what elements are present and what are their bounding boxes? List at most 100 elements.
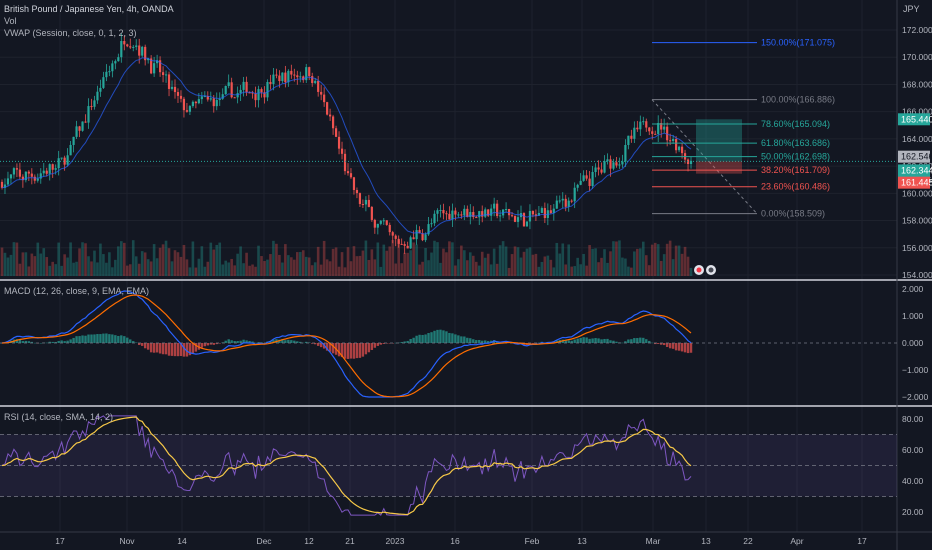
macd-histogram-bar [242,339,245,343]
volume-bar [376,242,380,276]
volume-bar [158,247,162,276]
volume-bar [644,255,648,276]
symbol-title[interactable]: British Pound / Japanese Yen, 4h, OANDA [4,4,174,14]
candle-body [260,89,263,93]
macd-histogram-bar [179,343,183,357]
macd-histogram-bar [433,330,436,343]
candle-body [540,208,543,213]
macd-histogram-bar [200,343,204,348]
candle-body [680,146,684,154]
candle-body [597,167,600,170]
candle-body [654,133,657,135]
macd-histogram-bar [254,342,257,344]
candle-body [158,60,162,73]
macd-histogram-bar [683,343,687,353]
price-badge-label: 162.546 [901,152,932,162]
candle-body [403,244,406,246]
candle-body [460,214,463,216]
volume-bar [495,263,499,276]
macd-histogram-bar [585,337,588,343]
macd-axis[interactable]: 2.000 1.000 0.000 −1.000 −2.000 [902,284,929,402]
macd-histogram-bar [51,341,54,343]
candle-body [331,116,335,129]
candle-body [385,220,388,225]
volume-bar [480,251,484,276]
macd-histogram-bar [481,340,484,343]
macd-histogram-bar [415,335,418,343]
candle-body [340,148,344,154]
candle-body [263,92,266,98]
macd-legend[interactable]: MACD (12, 26, close, 9, EMA, EMA) [4,286,149,296]
volume-bar [293,259,296,276]
volume-bar [519,257,523,276]
volume-bar [72,262,75,276]
macd-histogram-bar [302,342,305,344]
volume-bar [433,240,436,276]
candle-body [320,91,323,95]
macd-histogram-bar [185,343,189,357]
candle-body [364,199,367,205]
time-tick-label: Dec [256,536,272,546]
candle-body [600,169,603,173]
volume-bar [641,241,645,276]
volume-bar [96,262,99,276]
event-markers[interactable] [694,265,716,275]
volume-bar [125,265,129,276]
volume-bar [570,266,574,276]
time-tick-label: 13 [701,536,711,546]
rsi-legend[interactable]: RSI (14, close, SMA, 14, 2) [4,412,113,422]
candle-body [197,99,200,104]
candle-body [618,164,621,166]
volume-bar [355,256,359,276]
candle-body [564,198,567,207]
volume-bar [287,255,290,276]
volume-bar [331,248,335,276]
volume-bar [647,265,651,276]
candle-body [686,159,690,165]
candle-body [343,153,347,172]
candle-body [651,131,654,134]
macd-histogram-bar [173,343,177,357]
macd-tick-label: −2.000 [902,392,929,402]
candle-body [138,45,141,56]
long-position-tool[interactable] [696,119,742,174]
rsi-tick-label: 20.00 [902,507,924,517]
candle-body [382,220,385,222]
macd-histogram-bar [108,334,111,343]
macd-histogram-bar [337,343,341,357]
candle-body [87,106,90,123]
time-tick-label: 13 [577,536,587,546]
time-axis[interactable]: 17 Nov 14 Dec 12 21 2023 16 Feb 13 Mar 13 22 Apr 17 [55,536,867,546]
volume-legend[interactable]: Vol [4,16,17,26]
candle-body [424,234,427,241]
volume-bar [656,244,660,276]
volume-bar [561,243,565,276]
candle-body [245,81,248,93]
macd-histogram-bar [191,343,195,354]
candle-body [361,203,365,205]
vwap-legend[interactable]: VWAP (Session, close, 0, 1, 2, 3) [4,28,137,38]
volume-bar [48,265,52,276]
volume-bar [367,259,371,276]
rsi-axis[interactable]: 80.00 60.00 40.00 20.00 [902,414,924,517]
volume-bar [15,242,19,276]
volume-bar [439,262,442,276]
fib-retracement[interactable]: 150.00%(171.075) 100.00%(166.886) 78.60%(1… [651,38,835,219]
volume-bar [307,257,311,276]
macd-histogram-bar [54,341,57,343]
candle-body [308,67,311,77]
candle-body [499,215,502,217]
volume-bar [334,247,338,276]
volume-bar [477,265,481,276]
candle-body [132,46,135,48]
volume-bar [206,261,210,276]
volume-bar [301,250,305,276]
candle-body [272,74,275,85]
macd-histogram-bar [78,336,81,343]
volume-bar [281,262,284,276]
volume-bar [30,253,34,276]
volume-bar [516,247,520,276]
candle-body [555,200,558,209]
macd-histogram-bar [230,340,233,343]
